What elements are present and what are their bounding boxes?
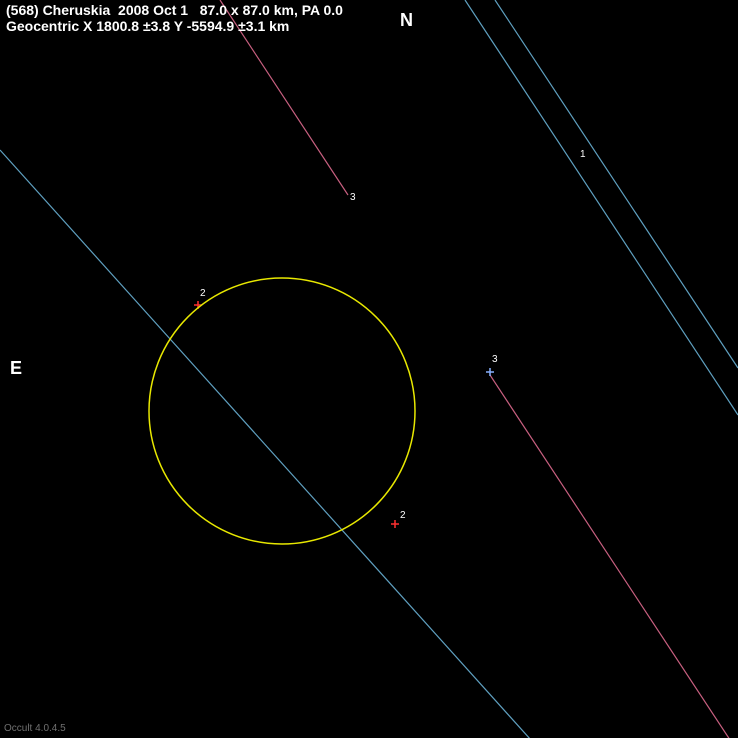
svg-text:1: 1 [580, 149, 586, 160]
compass-east: E [10, 358, 22, 379]
compass-north: N [400, 10, 413, 31]
footer-version: Occult 4.0.4.5 [4, 723, 66, 734]
header-line1: (568) Cheruskia 2008 Oct 1 87.0 x 87.0 k… [6, 2, 343, 18]
svg-text:2: 2 [200, 288, 206, 299]
svg-text:3: 3 [492, 354, 498, 365]
svg-text:2: 2 [400, 510, 406, 521]
header-line2: Geocentric X 1800.8 ±3.8 Y -5594.9 ±3.1 … [6, 18, 289, 34]
svg-text:3: 3 [350, 192, 356, 203]
occultation-plot: 2 2 3 3 1 [0, 0, 738, 738]
